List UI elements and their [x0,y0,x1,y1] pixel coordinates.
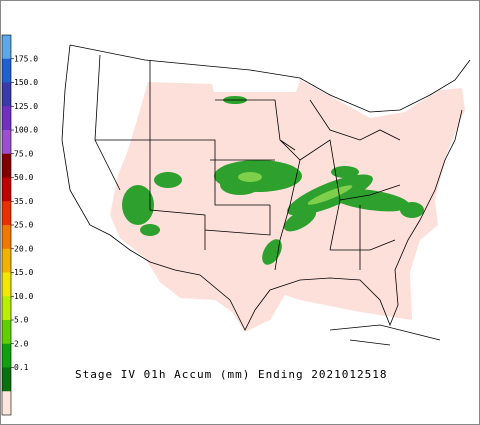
colorbar-swatch [2,177,11,202]
colorbar-swatch [2,82,11,107]
colorbar-label: 100.0 [14,126,38,135]
colorbar-label: 125.0 [14,102,38,111]
colorbar-swatch [2,201,11,226]
colorbar: 175.0 150.0 125.0 100.0 75.0 50.0 35.0 25.0 20.0… [1,34,38,416]
colorbar-swatch [2,391,11,416]
colorbar-label: 0.1 [14,363,29,372]
colorbar-label: 175.0 [14,54,38,63]
colorbar-swatch [2,296,11,321]
colorbar-swatch [2,58,11,83]
colorbar-swatch [2,320,11,345]
colorbar-swatch [2,367,11,392]
colorbar-swatch [2,343,11,368]
caption: Stage IV 01h Accum (mm) Ending 202101251… [75,368,388,381]
boundaries [61,44,471,346]
colorbar-label: 10.0 [14,292,33,301]
colorbar-swatch [2,130,11,155]
colorbar-label: 35.0 [14,197,33,206]
precipitation-heavy [238,172,353,205]
colorbar-label: 20.0 [14,244,33,253]
colorbar-label: 25.0 [14,221,33,230]
colorbar-label: 75.0 [14,149,33,158]
colorbar-label: 150.0 [14,78,38,87]
colorbar-swatch [2,106,11,131]
colorbar-label: 5.0 [14,316,29,325]
colorbar-label: 15.0 [14,268,33,277]
colorbar-swatch [2,153,11,178]
colorbar-swatch [2,272,11,297]
colorbar-swatch [2,35,11,60]
colorbar-label: 50.0 [14,173,33,182]
colorbar-label: 2.0 [14,339,29,348]
colorbar-swatch [2,225,11,250]
colorbar-swatch [2,248,11,273]
coverage-area [110,80,465,332]
